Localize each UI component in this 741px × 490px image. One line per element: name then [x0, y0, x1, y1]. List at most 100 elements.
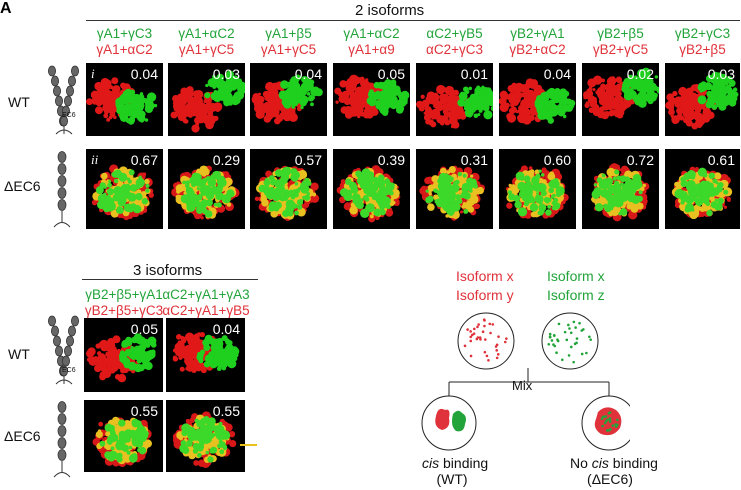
- aggregation-index-value: 0.05: [377, 66, 405, 82]
- dec6-micrograph-5: 0.60: [499, 149, 576, 229]
- green-cells-dish: [541, 312, 599, 370]
- red-isoform-label: αC2+γC3: [426, 42, 483, 57]
- mix-label: Mix: [512, 378, 533, 393]
- column-header-1: γA1+αC2 γA1+γC5: [162, 26, 251, 58]
- aggregation-index-value: 0.01: [460, 66, 488, 82]
- micrograph-image: [591, 163, 650, 222]
- dec6-micrograph-b0: 0.55: [84, 400, 163, 472]
- green-isoform-label: γA1+αC2: [178, 26, 235, 41]
- nocis-sub-label: (ΔEC6): [587, 471, 633, 487]
- dec6-micrograph-2: 0.57: [250, 149, 327, 229]
- micrograph-image: [91, 164, 154, 221]
- micrograph-image: [582, 67, 659, 120]
- micrograph-image: [171, 165, 240, 220]
- micrograph-image: [334, 74, 410, 119]
- red-isoform-label: γA1+γC5: [178, 42, 235, 57]
- mixed-aggregate: [594, 407, 622, 436]
- ec6-label-bottom: EC6: [62, 367, 76, 374]
- top-title-rule: [86, 20, 740, 21]
- green-isoform-label: αC2+γB5: [426, 26, 483, 41]
- dec6-micrograph-7: 0.61: [665, 149, 740, 229]
- aggregation-index-value: 0.05: [130, 321, 158, 337]
- wt-micrograph-6: 0.02: [582, 63, 659, 136]
- aggregation-index-value: 0.72: [626, 152, 654, 168]
- panel-letter: A: [0, 0, 12, 17]
- truncated-cadherin-icon: [53, 151, 71, 228]
- isoform-x-label-right: Isoform x: [547, 268, 605, 284]
- column-header-7: γB2+γC3 γB2+β5: [659, 26, 741, 58]
- row-number-label: i: [91, 66, 95, 81]
- micrograph-image: [86, 77, 158, 125]
- micrograph-image: [251, 74, 323, 125]
- wt-micrograph-3: 0.05: [333, 63, 410, 136]
- cis-binding-text: binding: [439, 455, 489, 471]
- wt-micrograph-7: 0.03: [665, 63, 740, 136]
- wt-micrograph-4: 0.01: [416, 63, 493, 136]
- dec6-micrograph-1: 0.29: [168, 149, 245, 229]
- green-isoform-label: γA1+β5: [265, 26, 312, 41]
- aggregation-index-value: 0.61: [707, 152, 735, 168]
- wt-micrograph-b1: 0.04: [166, 318, 245, 392]
- aggregation-index-value: 0.55: [130, 403, 158, 419]
- scale-bar: [240, 444, 257, 446]
- red-isoform-label: γB2+αC2: [509, 42, 566, 57]
- micrograph-image: [419, 165, 486, 221]
- micrograph-image: [86, 333, 157, 383]
- green-isoform-label: γA1+γC3: [96, 26, 153, 41]
- aggregation-index-value: 0.29: [212, 152, 240, 168]
- aggregation-index-value: 0.03: [212, 66, 240, 82]
- red-isoform-label: γA1+αC2: [96, 42, 153, 57]
- column-header-5: γB2+γA1 γB2+αC2: [493, 26, 582, 58]
- dec6-micrograph-6: 0.72: [582, 149, 659, 229]
- micrograph-image: [336, 165, 401, 223]
- bottom-title: 3 isoforms: [133, 262, 203, 279]
- micrograph-image: [92, 416, 152, 468]
- full-cadherin-icon-bottom: [48, 315, 79, 385]
- bottom-title-rule: [82, 279, 258, 280]
- micrograph-image: [505, 165, 569, 219]
- top-title: 2 isoforms: [355, 2, 425, 19]
- aggregation-index-value: 0.04: [212, 321, 240, 337]
- column-header-b0: γB2+β5+γA1 γB2+β5+γC3: [78, 287, 170, 319]
- nocis-binding-text: binding: [608, 455, 658, 471]
- no-cis-binding-label: No cis binding (ΔEC6): [570, 455, 658, 487]
- row-label-dec6-top: ΔEC6: [4, 178, 41, 194]
- aggregation-index-value: 0.02: [626, 66, 654, 82]
- micrograph-image: [170, 70, 245, 133]
- green-isoform-label: γB2+β5+γA1: [85, 287, 163, 302]
- dec6-micrograph-b1: 0.55: [166, 400, 245, 472]
- aggregation-index-value: 0.39: [377, 152, 405, 168]
- cis-word: cis: [422, 455, 440, 471]
- micrograph-image: [499, 78, 576, 125]
- micrograph-image: [416, 84, 493, 129]
- ec6-label-top: EC6: [62, 112, 76, 119]
- dec6-micrograph-4: 0.31: [416, 149, 493, 229]
- column-header-4: αC2+γB5 αC2+γC3: [410, 26, 499, 58]
- red-isoform-label: γA1+γC5: [260, 42, 317, 57]
- isoform-z-label-right: Isoform z: [547, 287, 605, 303]
- green-isoform-label: γB2+γC3: [674, 26, 731, 41]
- micrograph-image: [172, 331, 240, 374]
- aggregation-index-value: 0.04: [130, 66, 158, 82]
- isoform-x-label-left: Isoform x: [456, 268, 514, 284]
- green-isoform-label: γB2+γA1: [510, 26, 565, 41]
- wt-micrograph-2: 0.04: [250, 63, 327, 136]
- aggregation-index-value: 0.03: [707, 66, 735, 82]
- no-prefix: No: [570, 455, 592, 471]
- aggregation-index-value: 0.60: [543, 152, 571, 168]
- red-isoform-label: αC2+γA1+γB5: [162, 303, 250, 318]
- aggregation-index-value: 0.04: [294, 66, 322, 82]
- mixing-schematic: [421, 312, 630, 451]
- row-label-wt-top: WT: [8, 94, 30, 110]
- wt-micrograph-1: 0.03: [168, 63, 245, 136]
- cis-binding-label: cis binding (WT): [422, 455, 488, 487]
- wt-micrograph-b0: 0.05: [84, 318, 163, 392]
- aggregation-index-value: 0.57: [294, 152, 322, 168]
- column-header-b1: αC2+γA1+γA3 αC2+γA1+γB5: [160, 287, 252, 319]
- column-header-3: γA1+αC2 γA1+α9: [327, 26, 416, 58]
- nocis-word: cis: [591, 455, 609, 471]
- micrograph-image: [665, 71, 739, 130]
- aggregation-index-value: 0.55: [212, 403, 240, 419]
- aggregation-index-value: 0.67: [130, 152, 158, 168]
- red-isoform-label: γA1+α9: [348, 42, 395, 57]
